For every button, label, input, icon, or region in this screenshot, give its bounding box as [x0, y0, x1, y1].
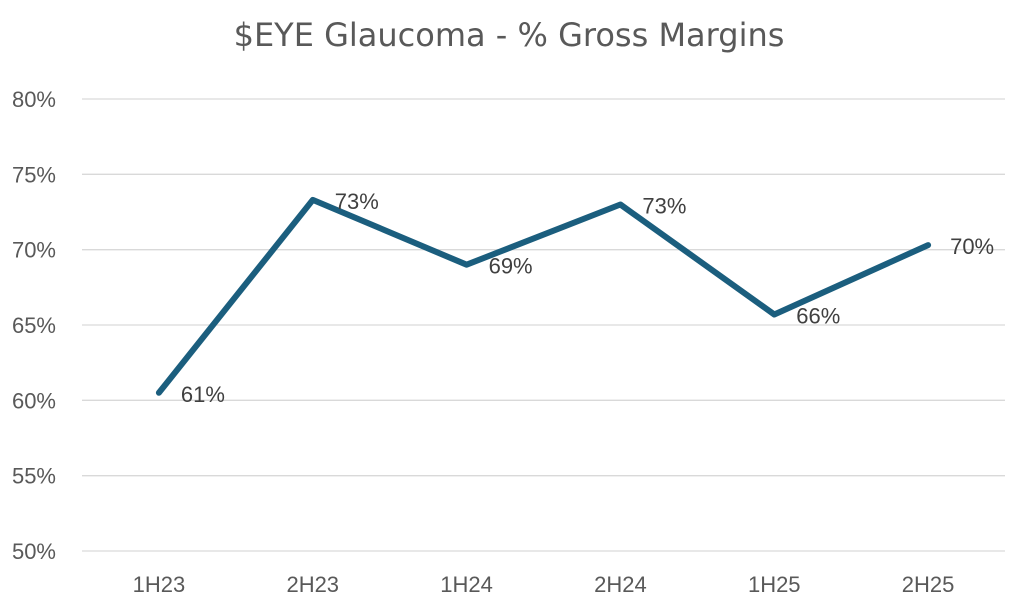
chart-title: $EYE Glaucoma - % Gross Margins — [233, 16, 785, 54]
y-tick-label: 75% — [12, 162, 56, 187]
data-labels: 61% 73% 69% 73% 66% 70% — [181, 189, 994, 407]
x-tick-label: 1H24 — [440, 572, 493, 597]
data-label: 69% — [489, 254, 533, 279]
data-label: 61% — [181, 382, 225, 407]
series-layer — [155, 196, 932, 396]
data-label: 70% — [950, 234, 994, 259]
x-tick-label: 1H23 — [133, 572, 186, 597]
x-tick-label: 2H25 — [902, 572, 955, 597]
x-tick-label: 2H23 — [286, 572, 339, 597]
data-label: 73% — [335, 189, 379, 214]
x-tick-label: 2H24 — [594, 572, 647, 597]
x-axis-ticks: 1H23 2H23 1H24 2H24 1H25 2H25 — [133, 572, 955, 597]
y-tick-label: 70% — [12, 238, 56, 263]
x-tick-label: 1H25 — [748, 572, 801, 597]
gridlines — [82, 98, 1005, 552]
y-tick-label: 65% — [12, 313, 56, 338]
y-tick-label: 50% — [12, 539, 56, 564]
data-label: 73% — [642, 193, 686, 218]
y-axis-ticks: 50% 55% 60% 65% 70% 75% 80% — [12, 87, 56, 564]
data-label: 66% — [796, 303, 840, 328]
y-tick-label: 55% — [12, 464, 56, 489]
y-tick-label: 60% — [12, 388, 56, 413]
series-line — [155, 196, 932, 396]
y-tick-label: 80% — [12, 87, 56, 112]
